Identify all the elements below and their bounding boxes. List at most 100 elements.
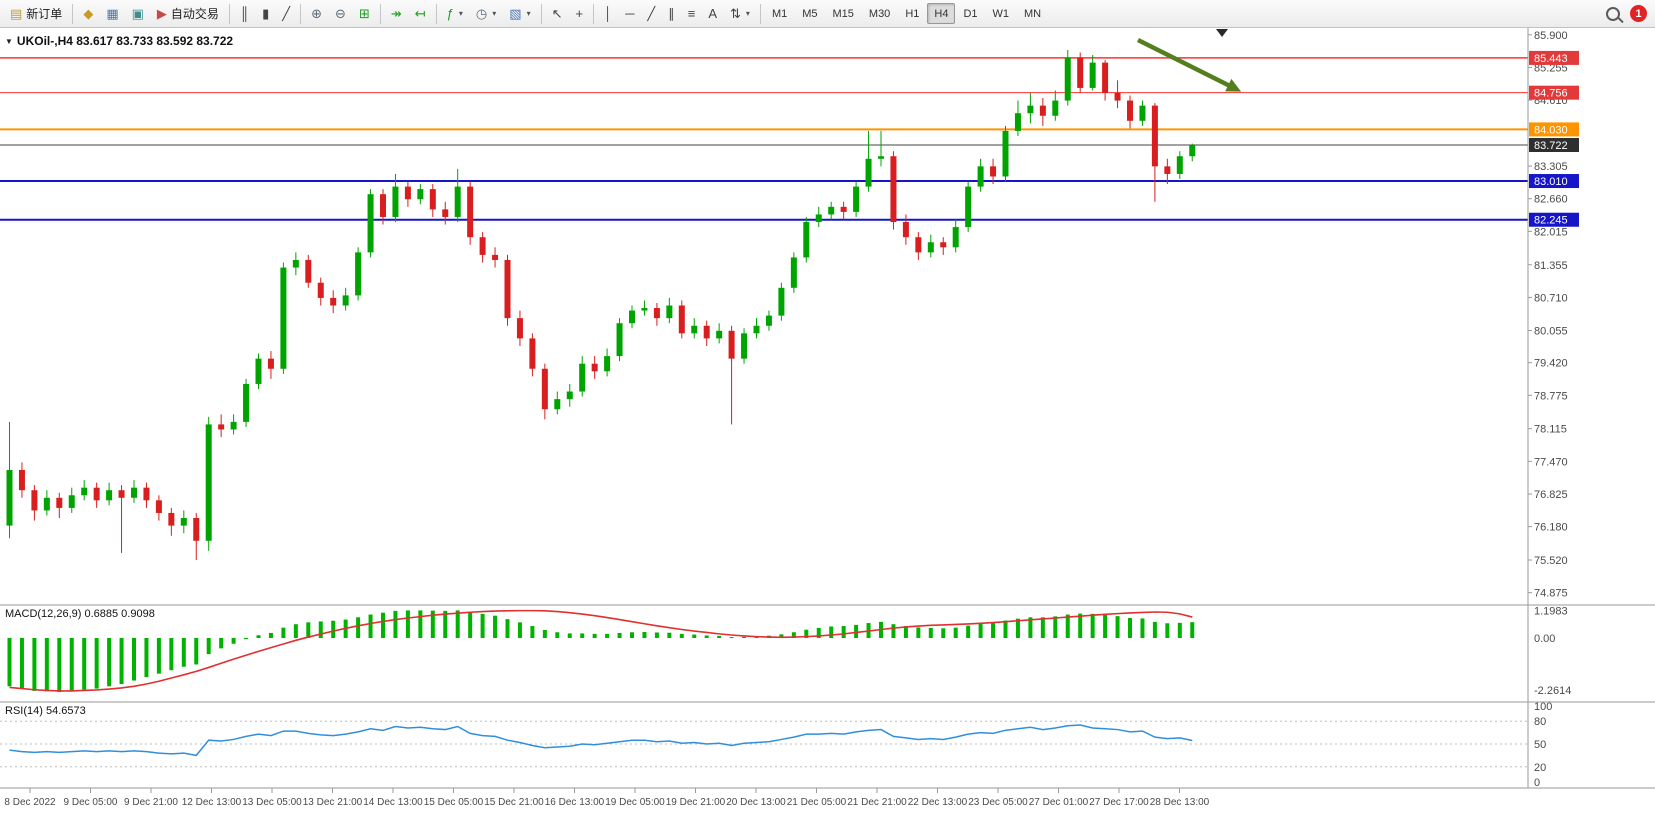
price-axis-label: 83.305 [1534, 161, 1568, 173]
horizontal-line-button[interactable]: ─ [619, 2, 640, 25]
macd-histogram-bar [1140, 618, 1145, 638]
rsi-axis-label: 0 [1534, 777, 1540, 789]
vertical-line-button[interactable]: │ [598, 2, 618, 25]
data-window-button[interactable]: ▣ [126, 2, 150, 25]
timeframe-d1-button[interactable]: D1 [956, 3, 984, 24]
candle-body [243, 383, 250, 422]
trend-arrow[interactable] [1136, 37, 1236, 91]
auto-scroll-button[interactable]: ↠ [385, 2, 408, 25]
data-window-icon: ▣ [131, 6, 144, 21]
autotrading-icon: ▶ [156, 6, 167, 21]
macd-histogram-bar [32, 638, 37, 691]
macd-histogram-bar [293, 624, 298, 638]
trendline-button[interactable]: ╱ [641, 2, 661, 25]
timeframe-h4-button[interactable]: H4 [927, 3, 956, 24]
chart-shift-button[interactable]: ↤ [409, 2, 432, 25]
profiles-icon: ◆ [83, 6, 94, 21]
candle-body [591, 363, 598, 372]
candle-body [106, 490, 113, 501]
timeframe-m5-button[interactable]: M5 [795, 3, 824, 24]
macd-histogram-bar [617, 632, 622, 638]
candle-body [940, 242, 947, 248]
candle-body [678, 305, 685, 334]
crosshair-button[interactable]: + [569, 2, 589, 25]
arrows-button[interactable]: ⇅ ▾ [724, 2, 756, 25]
chart-shift-marker[interactable] [1216, 29, 1228, 37]
text-button[interactable]: A [702, 2, 723, 25]
candle-body [1189, 145, 1196, 157]
new-order-button[interactable]: ▤ 新订单 [4, 2, 68, 25]
candle-body [367, 194, 374, 253]
tile-windows-button[interactable]: ⊞ [353, 2, 376, 25]
macd-histogram-bar [244, 638, 249, 640]
candle-body [504, 259, 511, 319]
templates-button[interactable]: ▧ ▾ [503, 2, 536, 25]
macd-histogram-bar [281, 627, 286, 638]
periods-button[interactable]: ◷ ▾ [470, 2, 502, 25]
candle-body [380, 194, 386, 217]
candle-body [56, 497, 63, 508]
timeframe-m30-button[interactable]: M30 [862, 3, 897, 24]
macd-histogram-bar [181, 638, 186, 667]
zoom-in-button[interactable]: ⊕ [305, 2, 328, 25]
price-axis-label: 85.255 [1534, 62, 1568, 74]
chart-marker-icon: ▼ [5, 37, 13, 46]
chart-symbol-ohlc-label: ▼ UKOil-,H4 83.617 83.733 83.592 83.722 [5, 34, 234, 48]
macd-histogram-bar [630, 632, 634, 638]
candle-body [342, 295, 349, 306]
profiles-button[interactable]: ◆ [77, 2, 99, 25]
zoom-out-button[interactable]: ⊖ [329, 2, 352, 25]
candlestick-type-button[interactable]: ▮ [256, 2, 275, 25]
candle-body [1102, 62, 1109, 93]
macd-histogram-bar [991, 622, 996, 638]
candle-body [741, 333, 748, 359]
macd-histogram-bar [654, 632, 659, 638]
search-icon[interactable] [1606, 6, 1620, 21]
price-badge-value: 85.443 [1534, 53, 1568, 65]
macd-histogram-bar [405, 610, 410, 638]
line-chart-type-button[interactable]: ╱ [276, 2, 296, 25]
rsi-axis-label: 50 [1534, 739, 1546, 751]
timeframe-m1-button[interactable]: M1 [765, 3, 794, 24]
autotrading-button[interactable]: ▶ 自动交易 [151, 2, 225, 25]
time-axis-label: 13 Dec 05:00 [242, 797, 302, 808]
toolbar: ▤ 新订单 ◆ ▦ ▣ ▶ 自动交易 ║ ▮ ╱ ⊕ ⊖ ⊞ ↠ ↤ ƒ [0, 0, 1655, 28]
macd-histogram-bar [393, 610, 398, 638]
timeframe-w1-button[interactable]: W1 [986, 3, 1017, 24]
macd-histogram-bar [219, 638, 224, 649]
timeframe-h1-button[interactable]: H1 [898, 3, 926, 24]
channel-button[interactable]: ∥ [662, 2, 681, 25]
candle-body [492, 254, 499, 260]
macd-histogram-bar [829, 626, 834, 638]
timeframe-mn-button[interactable]: MN [1017, 3, 1048, 24]
time-axis-label: 15 Dec 05:00 [424, 797, 484, 808]
notification-badge[interactable]: 1 [1630, 5, 1647, 22]
price-badge-value: 84.030 [1534, 124, 1568, 136]
macd-histogram-bar [7, 638, 12, 687]
candle-body [716, 330, 723, 339]
macd-histogram-bar [144, 638, 149, 678]
candle-body [566, 391, 573, 400]
indicators-button[interactable]: ƒ ▾ [441, 2, 469, 25]
timeframe-m15-button[interactable]: M15 [826, 3, 861, 24]
bar-chart-type-button[interactable]: ║ [234, 2, 255, 25]
cursor-button[interactable]: ↖ [546, 2, 569, 25]
candle-body [193, 518, 200, 541]
fibonacci-button[interactable]: ≡ [682, 2, 702, 25]
tile-windows-icon: ⊞ [358, 6, 370, 21]
candle-body [280, 267, 287, 369]
market-watch-button[interactable]: ▦ [100, 2, 124, 25]
candle-body [666, 305, 673, 319]
macd-axis-label: -2.2614 [1534, 685, 1571, 697]
price-badge-value: 83.722 [1534, 140, 1568, 152]
candle-body [31, 490, 38, 511]
auto-scroll-icon: ↠ [390, 6, 402, 21]
macd-histogram-bar [816, 627, 821, 638]
rsi-axis-label: 100 [1534, 701, 1552, 713]
chart-canvas[interactable]: 85.90085.25584.61083.30582.66082.01581.3… [0, 28, 1655, 829]
vertical-line-icon: │ [604, 6, 613, 21]
macd-histogram-bar [928, 627, 933, 638]
macd-histogram-bar [1040, 617, 1045, 638]
price-axis-label: 78.775 [1534, 390, 1568, 402]
price-badge [1529, 122, 1579, 137]
